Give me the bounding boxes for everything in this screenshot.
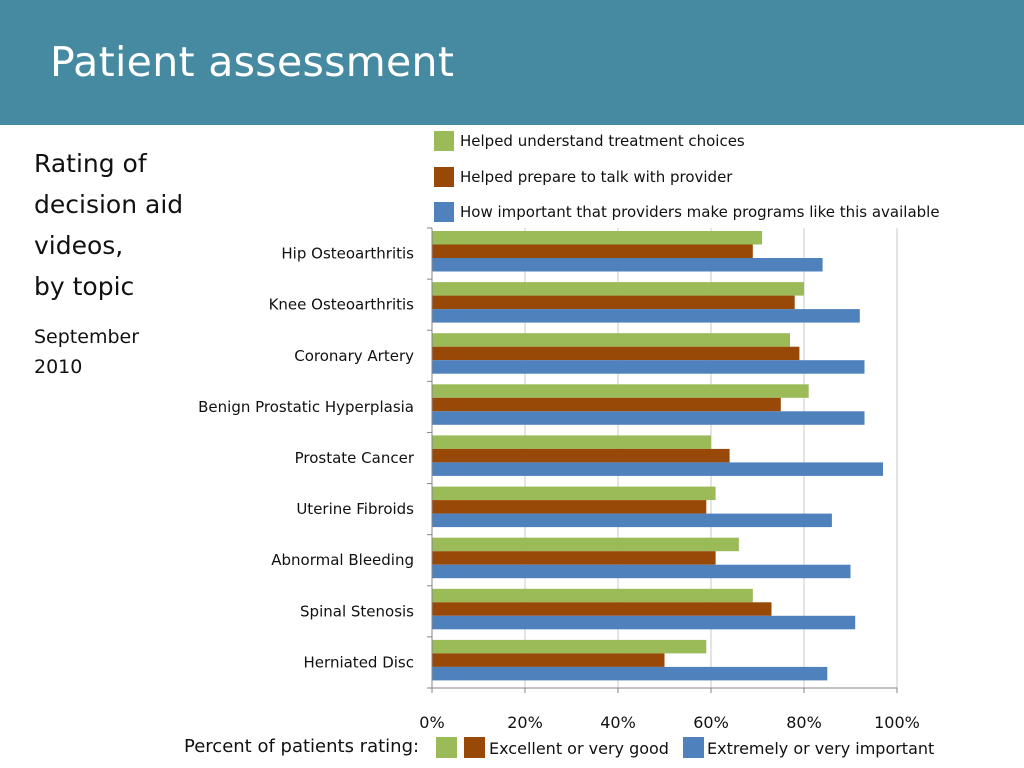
x-tick-label: 0% — [419, 713, 444, 732]
bar — [432, 231, 763, 245]
bar — [432, 588, 753, 603]
category-label: Spinal Stenosis — [300, 602, 414, 620]
x-tick-label: 80% — [786, 713, 822, 732]
description-line: decision aid — [34, 190, 184, 219]
legend-swatch-green — [434, 131, 454, 151]
bar — [432, 666, 828, 681]
bar — [432, 346, 800, 361]
description-line: by topic — [34, 272, 135, 301]
category-label: Prostate Cancer — [295, 449, 415, 467]
x-tick-label: 20% — [507, 713, 543, 732]
bar — [432, 384, 809, 398]
bar — [432, 360, 865, 374]
description-line: videos, — [34, 231, 124, 260]
chart-date: September 2010 — [34, 322, 139, 382]
bar — [432, 435, 711, 449]
bar — [432, 551, 716, 565]
bar — [432, 564, 851, 579]
bar — [432, 295, 795, 310]
bar — [432, 513, 832, 528]
bottom-legend-title: Percent of patients rating: — [184, 736, 420, 757]
bar — [432, 653, 665, 667]
bottom-legend-swatch-brown — [464, 737, 485, 758]
x-tick-label: 60% — [693, 713, 729, 732]
bottom-legend-swatch-green — [436, 737, 457, 758]
category-label: Abnormal Bleeding — [271, 551, 414, 569]
bar — [432, 448, 730, 463]
category-label: Benign Prostatic Hyperplasia — [198, 398, 414, 416]
legend-swatch-blue — [434, 202, 454, 222]
legend-label: Helped prepare to talk with provider — [460, 168, 733, 186]
bar — [432, 602, 772, 616]
bar — [432, 537, 739, 552]
bar — [432, 500, 707, 514]
legend-swatch-brown — [434, 167, 454, 187]
category-label: Knee Osteoarthritis — [269, 296, 415, 314]
bar — [432, 397, 781, 412]
description-line: Rating of — [34, 149, 147, 178]
bar — [432, 411, 865, 425]
bar — [432, 309, 860, 323]
category-label: Hip Osteoarthritis — [281, 245, 414, 263]
slide-title: Patient assessment — [50, 38, 455, 86]
bar — [432, 258, 823, 272]
x-tick-label: 100% — [874, 713, 920, 732]
bottom-legend-label: Excellent or very good — [489, 739, 669, 758]
bar — [432, 486, 716, 501]
bar — [432, 615, 856, 630]
slide-header: Patient assessment — [0, 0, 1024, 125]
legend-label: Helped understand treatment choices — [460, 132, 745, 150]
category-label: Uterine Fibroids — [296, 500, 414, 518]
legend-label: How important that providers make progra… — [460, 203, 940, 221]
date-line: September — [34, 326, 140, 348]
bottom-legend-swatch-blue — [683, 737, 704, 758]
bar — [432, 282, 804, 296]
bottom-legend-label: Extremely or very important — [707, 739, 935, 758]
chart-description: Rating of decision aid videos, by topic — [34, 143, 183, 307]
bar — [432, 333, 790, 347]
bar — [432, 462, 883, 476]
category-label: Herniated Disc — [304, 653, 414, 671]
bar — [432, 244, 753, 258]
bar — [432, 639, 707, 654]
date-line: 2010 — [34, 356, 83, 378]
category-label: Coronary Artery — [294, 347, 414, 365]
x-tick-label: 40% — [600, 713, 636, 732]
